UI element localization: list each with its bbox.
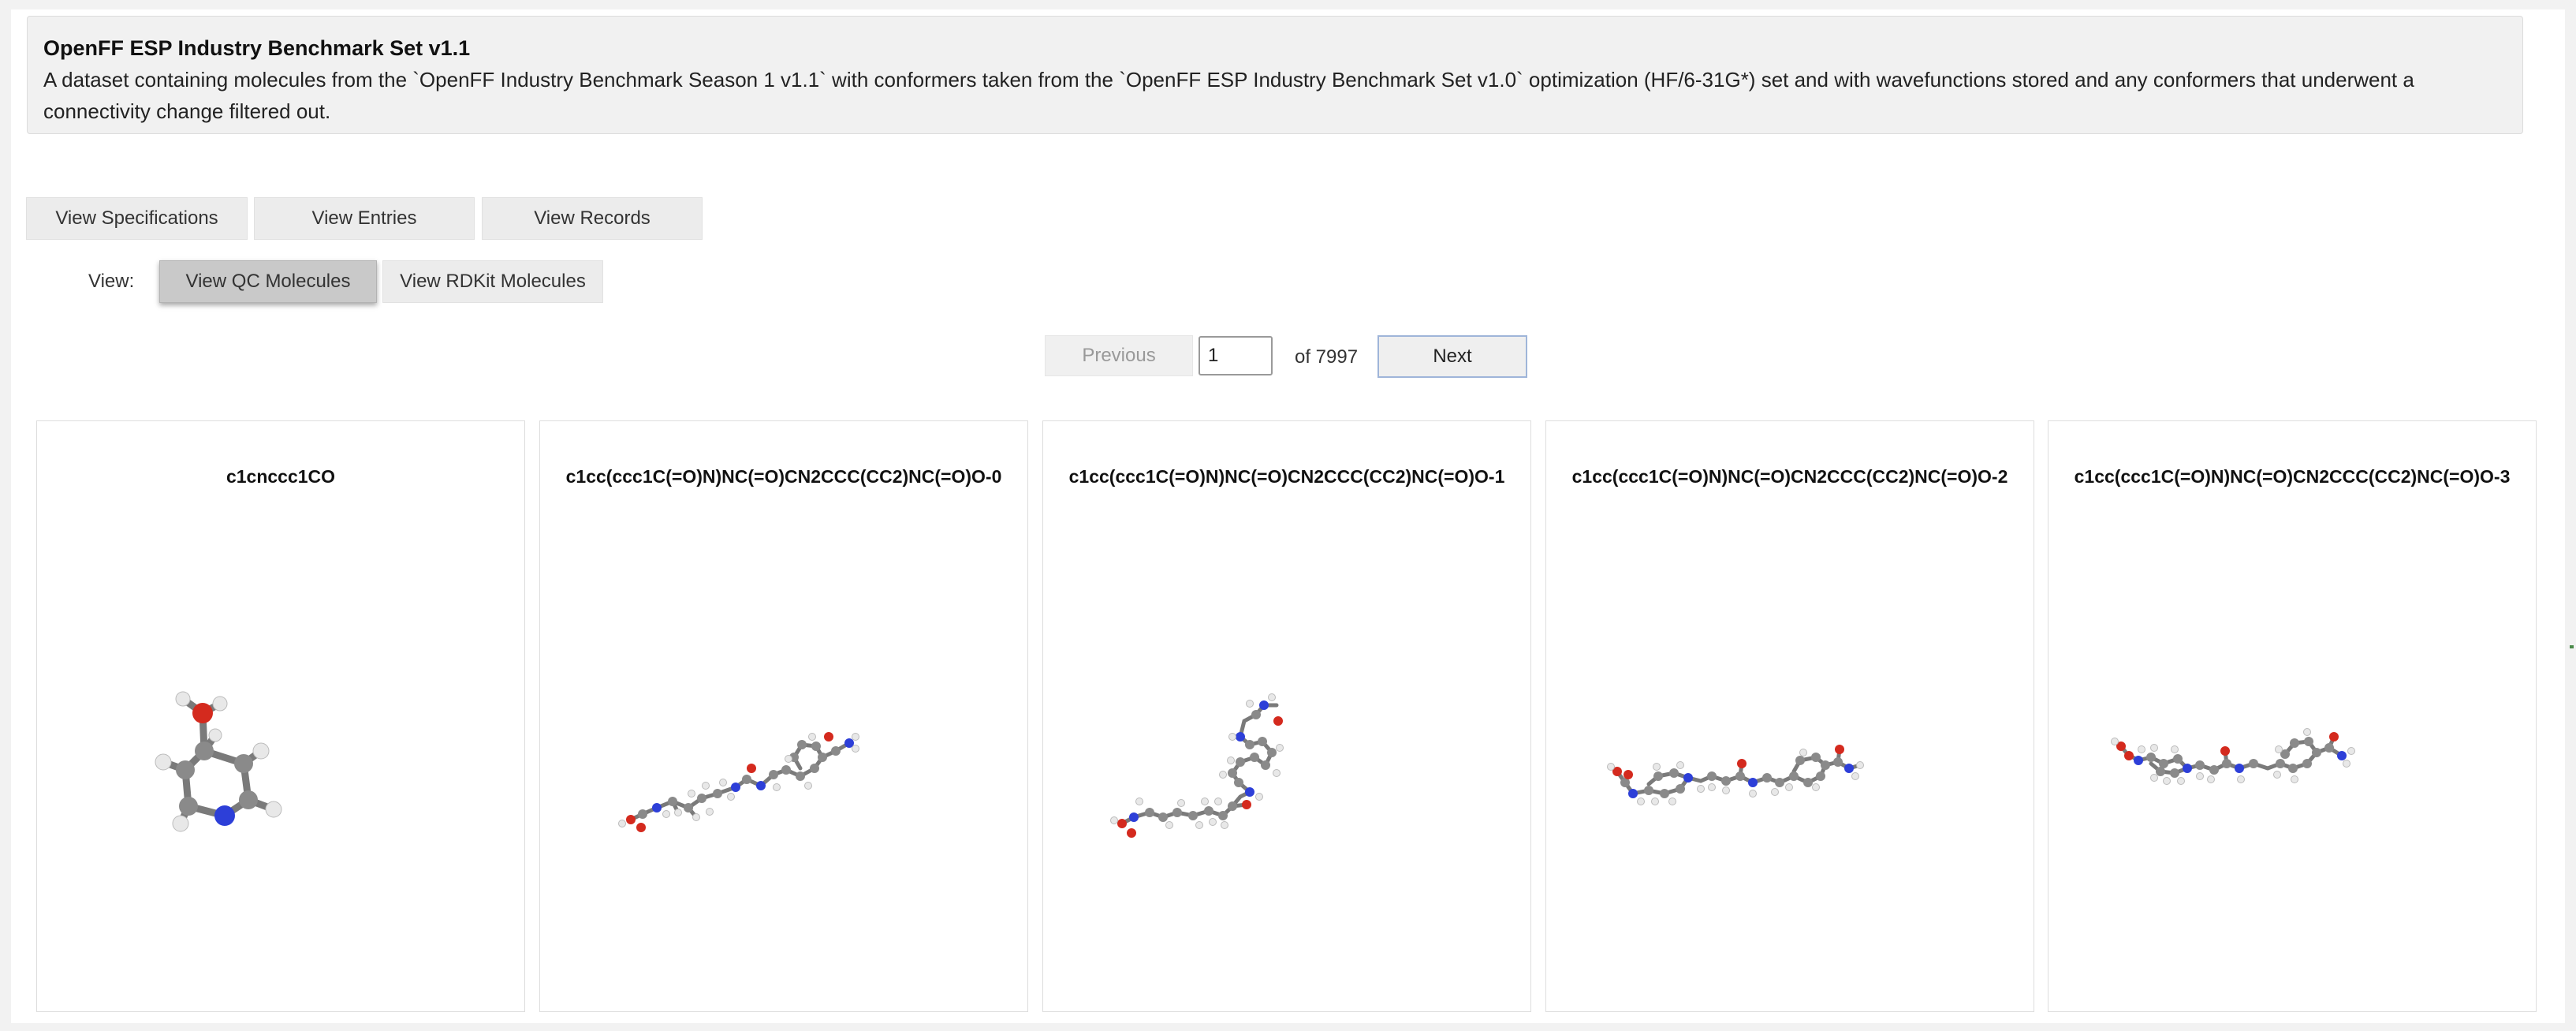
molecule-card: c1cnccc1CO — [36, 420, 525, 1012]
molecule-3d-viewer[interactable] — [1043, 618, 1532, 934]
view-rdkit-molecules-button[interactable]: View RDKit Molecules — [382, 260, 603, 303]
page-number-input[interactable] — [1199, 336, 1273, 375]
dataset-description-panel: OpenFF ESP Industry Benchmark Set v1.1 A… — [27, 16, 2523, 134]
view-records-button[interactable]: View Records — [482, 197, 703, 240]
view-entries-button[interactable]: View Entries — [254, 197, 475, 240]
molecule-3d-viewer[interactable] — [1546, 618, 2035, 934]
edge-indicator — [2570, 645, 2574, 648]
molecule-title: c1cnccc1CO — [226, 466, 336, 487]
molecule-card: c1cc(ccc1C(=O)N)NC(=O)CN2CCC(CC2)NC(=O)O… — [1545, 420, 2034, 1012]
view-label: View: — [88, 271, 135, 292]
molecule-3d-viewer[interactable] — [2048, 618, 2537, 934]
molecule-title: c1cc(ccc1C(=O)N)NC(=O)CN2CCC(CC2)NC(=O)O… — [565, 466, 1002, 487]
dataset-title: OpenFF ESP Industry Benchmark Set v1.1 — [43, 36, 471, 60]
molecule-title: c1cc(ccc1C(=O)N)NC(=O)CN2CCC(CC2)NC(=O)O… — [1068, 466, 1505, 487]
dataset-description: A dataset containing molecules from the … — [43, 68, 2414, 123]
previous-page-button[interactable]: Previous — [1045, 335, 1193, 376]
molecule-card: c1cc(ccc1C(=O)N)NC(=O)CN2CCC(CC2)NC(=O)O… — [539, 420, 1028, 1012]
molecule-card: c1cc(ccc1C(=O)N)NC(=O)CN2CCC(CC2)NC(=O)O… — [2048, 420, 2537, 1012]
molecule-card: c1cc(ccc1C(=O)N)NC(=O)CN2CCC(CC2)NC(=O)O… — [1042, 420, 1531, 1012]
molecule-title: c1cc(ccc1C(=O)N)NC(=O)CN2CCC(CC2)NC(=O)O… — [2074, 466, 2511, 487]
molecule-3d-viewer[interactable] — [37, 618, 526, 934]
page-count-text: of 7997 — [1295, 346, 1359, 368]
view-specifications-button[interactable]: View Specifications — [26, 197, 248, 240]
molecule-title: c1cc(ccc1C(=O)N)NC(=O)CN2CCC(CC2)NC(=O)O… — [1571, 466, 2008, 487]
view-qc-molecules-button[interactable]: View QC Molecules — [159, 260, 377, 303]
next-page-button[interactable]: Next — [1377, 335, 1527, 378]
molecule-3d-viewer[interactable] — [540, 618, 1029, 934]
